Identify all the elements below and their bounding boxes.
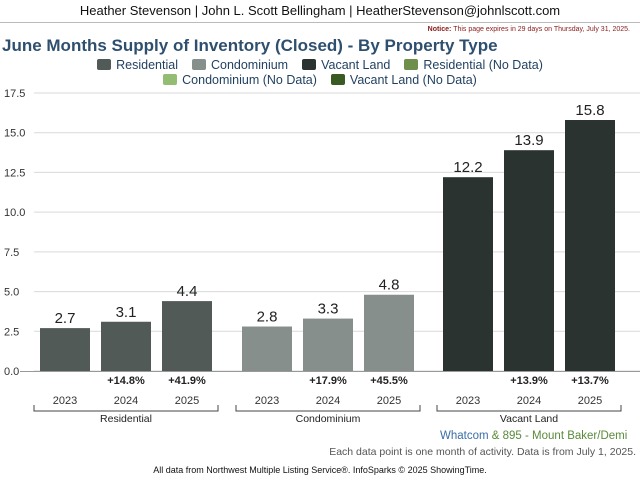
group-bracket [33, 405, 219, 412]
change-label: +13.7% [571, 375, 609, 387]
legend-label: Condominium [210, 57, 289, 72]
header-contact: Heather Stevenson | John L. Scott Bellin… [0, 0, 640, 23]
change-label: +13.9% [510, 375, 548, 387]
group-label: Residential [100, 413, 152, 425]
legend-swatch [302, 59, 317, 70]
group-label: Vacant Land [500, 413, 558, 425]
area-label: Whatcom & 895 - Mount Baker/Demi [440, 430, 627, 442]
bar [101, 321, 151, 371]
legend-row-2: Condominium (No Data) Vacant Land (No Da… [0, 72, 640, 87]
legend-item-vacant-land[interactable]: Vacant Land [302, 58, 390, 72]
legend-item-residential-no-data[interactable]: Residential (No Data) [404, 58, 543, 72]
legend-row-1: Residential Condominium Vacant Land Resi… [0, 57, 640, 72]
data-note: Each data point is one month of activity… [329, 446, 636, 458]
data-source: All data from Northwest Multiple Listing… [153, 465, 487, 475]
x-tick-label: 2024 [316, 395, 340, 407]
chart-legend: Residential Condominium Vacant Land Resi… [0, 57, 640, 87]
data-label: 2.7 [55, 310, 76, 327]
x-tick-label: 2025 [377, 395, 401, 407]
group-label: Condominium [296, 413, 361, 425]
bar [364, 294, 414, 371]
legend-label: Residential [116, 57, 178, 72]
change-label: +17.9% [309, 375, 347, 387]
bar [565, 120, 615, 372]
legend-label: Vacant Land (No Data) [349, 72, 477, 87]
legend-item-residential[interactable]: Residential [97, 58, 178, 72]
legend-item-condominium-no-data[interactable]: Condominium (No Data) [163, 73, 317, 87]
y-tick-label: 0.0 [4, 366, 19, 378]
y-tick-label: 2.5 [4, 326, 19, 338]
data-label: 2.8 [257, 309, 278, 326]
change-label: +45.5% [370, 375, 408, 387]
data-label: 4.8 [379, 277, 400, 294]
notice-label: Notice: [427, 26, 452, 33]
x-tick-label: 2023 [53, 395, 77, 407]
bar [40, 328, 90, 371]
notice-text: This page expires in 29 days on Thursday… [453, 26, 630, 33]
x-tick-label: 2024 [517, 395, 541, 407]
group-bracket [235, 405, 421, 412]
bar [242, 326, 292, 371]
x-tick-label: 2025 [578, 395, 602, 407]
data-label: 3.1 [116, 304, 137, 321]
change-label: +41.9% [168, 375, 206, 387]
y-tick-label: 15.0 [4, 128, 25, 140]
group-bracket [436, 405, 622, 412]
y-tick-label: 7.5 [4, 247, 19, 259]
legend-item-condominium[interactable]: Condominium [191, 57, 289, 72]
bar [303, 318, 353, 371]
legend-label: Residential (No Data) [423, 57, 543, 72]
x-tick-label: 2023 [255, 395, 279, 407]
legend-item-vacant-land-no-data[interactable]: Vacant Land (No Data) [330, 72, 477, 87]
data-label: 15.8 [575, 102, 604, 119]
area-join: & [488, 430, 503, 442]
bar [162, 301, 212, 371]
bar [504, 150, 554, 371]
area-county: Whatcom [440, 430, 489, 442]
bar-chart: 0.0 2.5 5.0 7.5 10.0 12.5 15.0 17.5 2.7 2023 3.1 +1… [4, 88, 640, 425]
y-tick-label: 5.0 [4, 287, 19, 299]
change-label: +14.8% [107, 375, 145, 387]
legend-swatch [404, 59, 419, 70]
legend-swatch [330, 74, 345, 85]
data-label: 13.9 [514, 132, 543, 149]
data-label: 4.4 [177, 283, 198, 300]
x-tick-label: 2025 [175, 395, 199, 407]
area-subarea: 895 - Mount Baker/Demi [502, 430, 628, 442]
chart-title: June Months Supply of Inventory (Closed)… [2, 36, 498, 55]
y-tick-label: 10.0 [4, 207, 25, 219]
x-tick-label: 2023 [456, 395, 480, 407]
y-tick-label: 17.5 [4, 88, 25, 100]
data-label: 12.2 [453, 159, 482, 176]
x-tick-label: 2024 [114, 395, 138, 407]
bar [443, 177, 493, 371]
legend-swatch [163, 74, 178, 85]
expiry-notice: Notice: This page expires in 29 days on … [428, 26, 630, 33]
legend-swatch [191, 59, 206, 70]
data-label: 3.3 [318, 301, 339, 318]
legend-swatch [97, 59, 112, 70]
legend-label: Condominium (No Data) [182, 72, 317, 87]
y-tick-label: 12.5 [4, 167, 25, 179]
legend-label: Vacant Land [321, 57, 391, 72]
